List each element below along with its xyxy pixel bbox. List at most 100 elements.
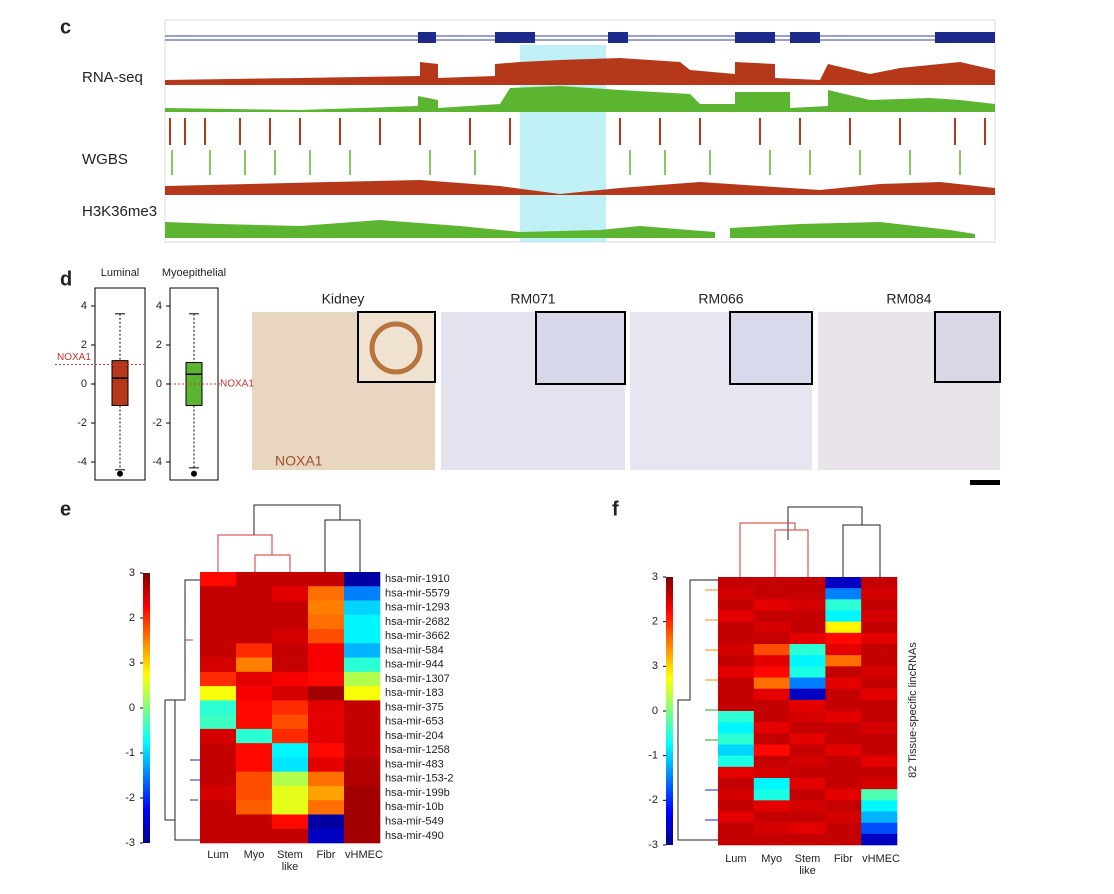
- box-title: Luminal: [101, 267, 140, 279]
- y-tick-label: 2: [81, 339, 87, 351]
- heatmap-cell: [718, 722, 755, 734]
- track-label: WGBS: [82, 151, 128, 168]
- heatmap-cell: [236, 771, 273, 787]
- heatmap-cell: [344, 714, 381, 730]
- heatmap-cell: [308, 657, 345, 673]
- heatmap-cell: [272, 714, 309, 730]
- heatmap-cell: [272, 657, 309, 673]
- colorbar-tick-label: 3: [129, 657, 135, 669]
- colorbar-tick-label: 0: [652, 705, 658, 717]
- column-label: Fibr: [833, 853, 853, 865]
- heatmap-cell: [861, 766, 898, 779]
- heatmap-cell: [789, 588, 826, 600]
- marker-label: NOXA1: [57, 352, 91, 363]
- track-label: RNA-seq: [82, 69, 143, 86]
- image-title: RM084: [886, 291, 931, 307]
- heatmap-cell: [200, 771, 237, 787]
- heatmap-cell: [789, 822, 826, 835]
- heatmap-cell: [272, 814, 309, 830]
- colorbar-tick-label: -1: [125, 747, 135, 759]
- heatmap-cell: [718, 711, 755, 723]
- row-label: hsa-mir-10b: [385, 801, 444, 813]
- column-label: Myo: [761, 853, 783, 865]
- heatmap-cell: [753, 766, 790, 779]
- heatmap-cell: [825, 789, 862, 801]
- heatmap-cell: [344, 643, 381, 658]
- heatmap-cell: [789, 655, 826, 667]
- side-label: 82 Tissue-specific lincRNAs: [907, 642, 919, 778]
- heatmap-cell: [789, 755, 826, 768]
- heatmap-cell: [200, 743, 237, 758]
- outlier: [191, 470, 197, 477]
- heatmap-cell: [718, 577, 755, 589]
- heatmap-cell: [272, 757, 309, 772]
- y-tick-label: -4: [77, 456, 87, 468]
- heatmap-cell: [861, 655, 898, 667]
- heatmap-cell: [308, 600, 345, 616]
- heatmap-cell: [825, 577, 862, 589]
- genome-browser: [164, 19, 996, 243]
- heatmap-cell: [718, 666, 755, 678]
- heatmap-cell: [236, 757, 273, 772]
- heatmap-cell: [200, 657, 237, 673]
- y-tick-label: 4: [81, 300, 87, 312]
- panel-label: f: [612, 498, 619, 520]
- heatmap-cell: [308, 757, 345, 772]
- heatmap-cell: [753, 655, 790, 667]
- heatmap-cell: [753, 822, 790, 835]
- row-label: hsa-mir-549: [385, 816, 444, 828]
- heatmap-cell: [753, 621, 790, 634]
- heatmap-cell: [753, 811, 790, 823]
- heatmap-cell: [825, 711, 862, 723]
- heatmap-cell: [272, 800, 309, 815]
- heatmap-cell: [308, 629, 345, 644]
- colorbar: [143, 573, 150, 843]
- dendrogram: [677, 506, 881, 841]
- heatmap-cell: [789, 599, 826, 611]
- heatmap-cell: [753, 744, 790, 756]
- heatmap-cell: [200, 686, 237, 701]
- heatmap-cell: [789, 688, 826, 701]
- box: [111, 360, 129, 406]
- column-label: vHMEC: [862, 853, 900, 865]
- heatmap-cell: [789, 677, 826, 689]
- heatmap-cell: [861, 666, 898, 678]
- heatmap-cell: [861, 822, 898, 835]
- heatmap-cell: [236, 700, 273, 715]
- heatmap-cell: [200, 714, 237, 730]
- row-label: hsa-mir-653: [385, 716, 444, 728]
- heatmap-cell: [272, 785, 309, 801]
- row-label: hsa-mir-1258: [385, 744, 450, 756]
- heatmap-cell: [308, 686, 345, 701]
- heatmap-cell: [344, 814, 381, 830]
- y-tick-label: 4: [156, 300, 162, 312]
- heatmap-cell: [200, 614, 237, 630]
- heatmap-cell: [200, 700, 237, 715]
- heatmap-cell: [861, 699, 898, 712]
- heatmap-cell: [344, 700, 381, 715]
- heatmap-cell: [789, 699, 826, 712]
- heatmap-cell: [344, 785, 381, 801]
- heatmap-cell: [344, 586, 381, 601]
- row-label: hsa-mir-483: [385, 758, 444, 770]
- heatmap-cell: [308, 743, 345, 758]
- heatmap-cell: [344, 757, 381, 772]
- heatmap-cell: [861, 811, 898, 823]
- heatmap-cell: [825, 699, 862, 712]
- heatmap-cell: [308, 700, 345, 715]
- heatmap-cell: [789, 711, 826, 723]
- row-label: hsa-mir-584: [385, 644, 444, 656]
- heatmap-cell: [344, 671, 381, 687]
- heatmap-cell: [753, 632, 790, 645]
- heatmap-cell: [308, 586, 345, 601]
- panel-label: e: [60, 498, 71, 520]
- heatmap-cell: [789, 733, 826, 745]
- heatmap-cell: [753, 599, 790, 611]
- heatmap-cell: [200, 814, 237, 830]
- row-label: hsa-mir-153-2: [385, 773, 453, 785]
- heatmap-cell: [718, 655, 755, 667]
- heatmap-cell: [344, 614, 381, 630]
- heatmap-cell: [861, 688, 898, 701]
- colorbar-tick-label: -3: [125, 837, 135, 849]
